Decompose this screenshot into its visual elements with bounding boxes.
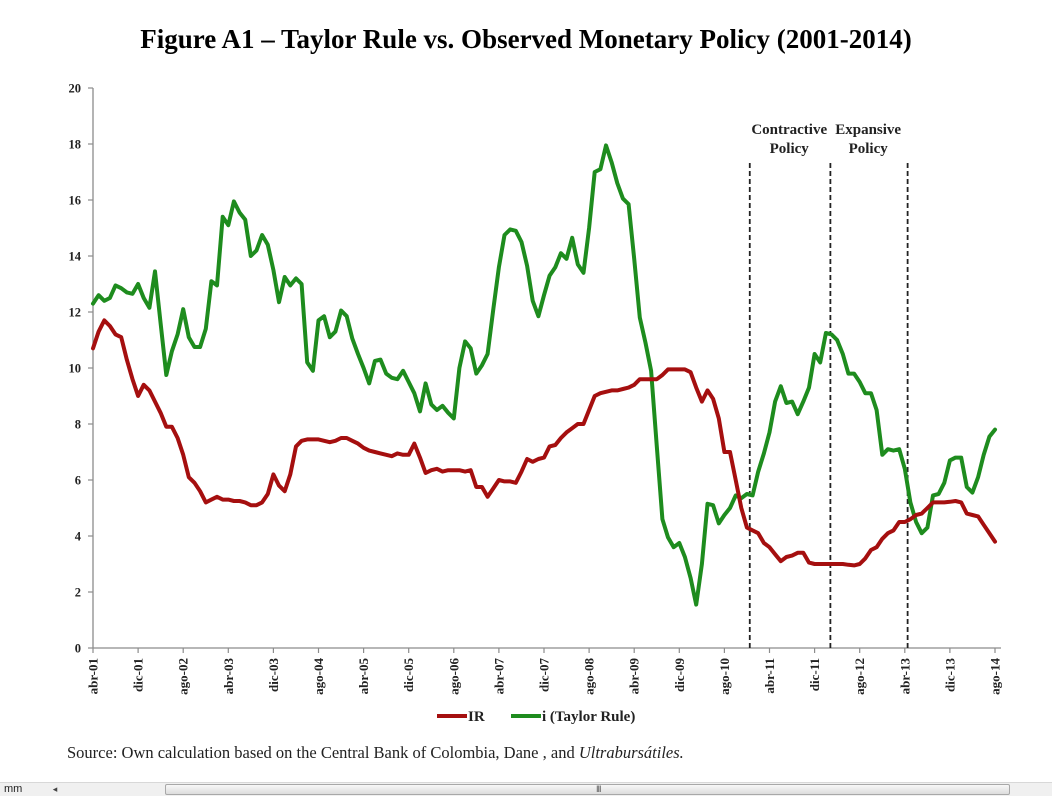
x-tick-label: abr-03 (221, 658, 236, 695)
y-tick-label: 14 (69, 250, 82, 264)
x-tick-label: ago-06 (446, 658, 461, 695)
x-tick-label: dic-05 (401, 658, 416, 692)
x-tick-label: dic-09 (672, 658, 687, 692)
x-tick-label: ago-02 (176, 658, 191, 695)
y-tick-label: 16 (69, 194, 82, 208)
x-tick-label: dic-01 (131, 658, 146, 692)
policy-annotation-label: Policy (849, 141, 889, 157)
x-tick-label: abr-07 (491, 658, 506, 695)
y-tick-label: 4 (75, 530, 82, 544)
x-tick-label: abr-01 (86, 658, 101, 694)
x-tick-label: ago-08 (582, 658, 597, 695)
y-tick-label: 20 (69, 82, 82, 96)
y-tick-label: 18 (69, 138, 82, 152)
series-line-i-taylor-rule (93, 145, 995, 604)
source-text: Source: Own calculation based on the Cen… (67, 743, 579, 762)
y-tick-label: 10 (69, 362, 82, 376)
source-note: Source: Own calculation based on the Cen… (67, 743, 684, 763)
x-tick-label: dic-13 (942, 658, 957, 692)
scroll-left-arrow-icon[interactable]: ◂ (48, 783, 62, 796)
policy-annotation-label: Contractive (751, 122, 827, 138)
scrollbar-grip-icon: III (596, 784, 601, 794)
x-tick-label: ago-04 (311, 658, 326, 695)
x-tick-label: dic-07 (537, 658, 552, 692)
y-tick-label: 8 (75, 418, 81, 432)
x-tick-label: abr-13 (897, 658, 912, 695)
legend-label: i (Taylor Rule) (542, 709, 635, 725)
legend-label: IR (468, 709, 485, 725)
x-tick-label: dic-11 (807, 658, 822, 691)
policy-annotations: Contractive Policy Expansive Policy (751, 122, 901, 157)
x-tick-label: ago-12 (852, 658, 867, 695)
x-tick-label: ago-14 (988, 658, 1003, 695)
y-tick-label: 12 (69, 306, 82, 320)
policy-annotation-label: Policy (770, 141, 810, 157)
y-tick-label: 0 (75, 642, 81, 656)
series-group (93, 145, 995, 604)
x-tick-label: abr-11 (762, 658, 777, 694)
status-bar: mm ◂ III (0, 782, 1052, 796)
x-tick-label: abr-05 (356, 658, 371, 695)
policy-annotation-label: Expansive (835, 122, 901, 138)
source-italic-text: Ultrabursátiles. (579, 743, 684, 762)
y-tick-label: 2 (75, 586, 81, 600)
unit-label: mm (4, 783, 22, 796)
horizontal-scrollbar-thumb[interactable]: III (165, 784, 1010, 795)
legend: IR i (Taylor Rule) (437, 709, 635, 725)
line-chart: 0 2 4 6 8 10 12 14 16 18 20 abr-01 dic-01 ago-02 abr-0… (0, 0, 1052, 740)
x-tick-label: dic-03 (266, 658, 281, 692)
x-tick-label: ago-10 (717, 658, 732, 695)
y-tick-label: 6 (75, 474, 81, 488)
x-tick-label: abr-09 (627, 658, 642, 695)
series-line-ir (93, 320, 995, 565)
